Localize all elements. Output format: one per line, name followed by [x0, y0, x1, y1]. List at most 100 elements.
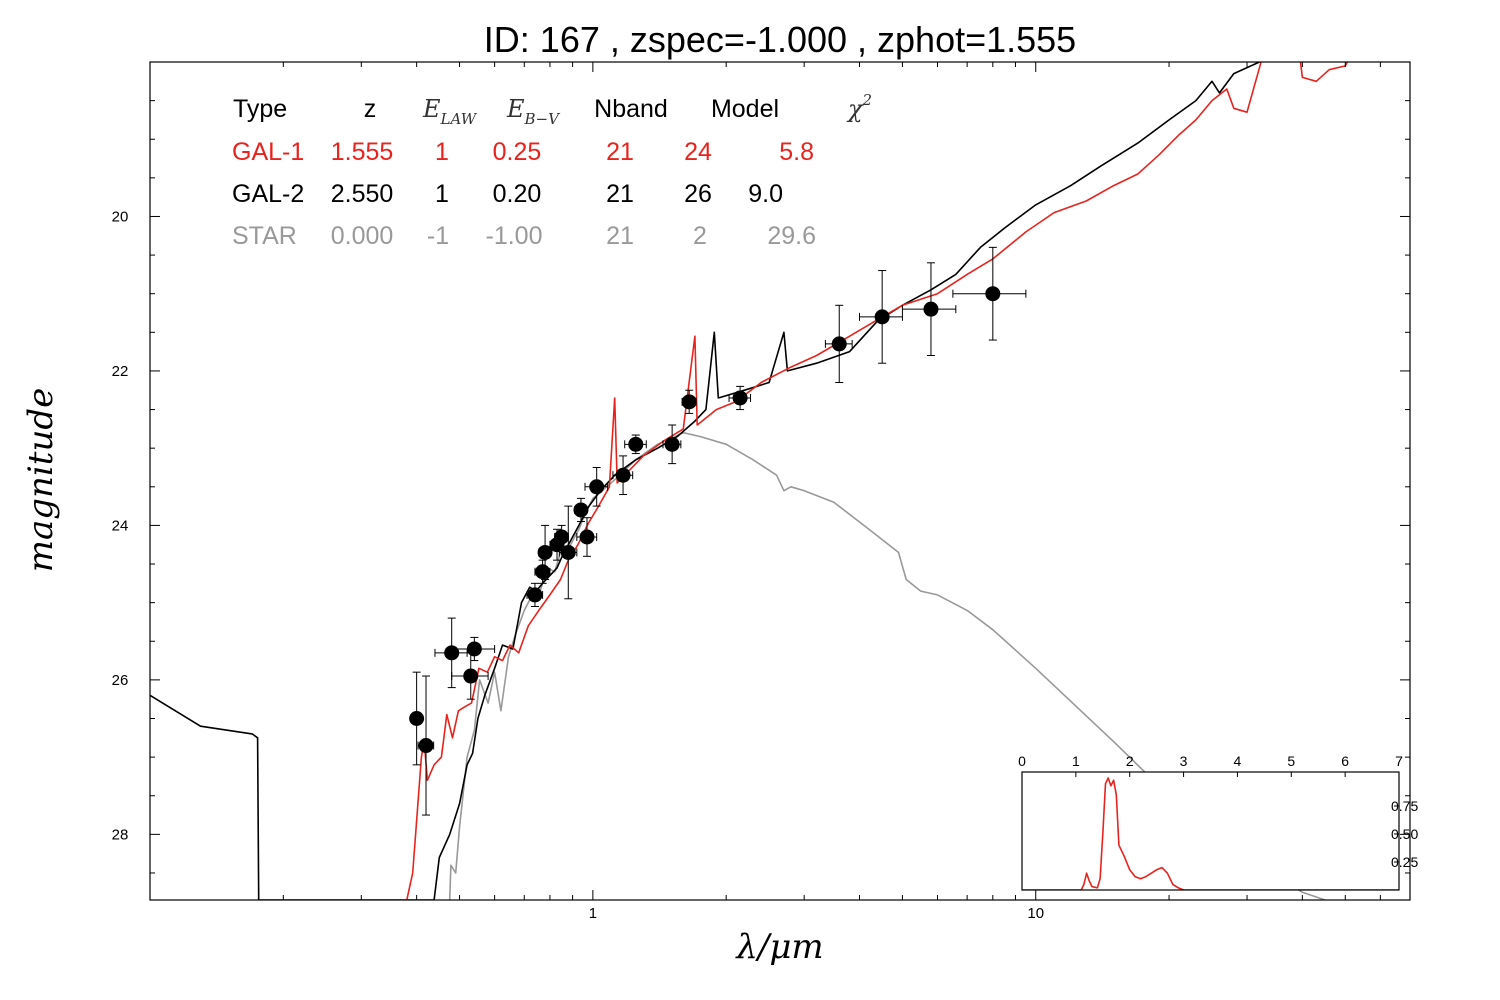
legend-row-star-nband: 21	[606, 222, 634, 250]
legend-header-elaw-main: E	[422, 95, 441, 123]
photometry-point-11	[558, 505, 578, 600]
y-tick-label: 20	[112, 208, 129, 225]
gal2-model-line	[150, 62, 1261, 900]
legend-row-gal1-nband: 21	[606, 138, 634, 166]
y-tick-label: 28	[112, 826, 129, 843]
inset-x-tick-label: 7	[1395, 753, 1403, 769]
photometry-point-13	[576, 517, 598, 557]
photometry-point-12	[573, 497, 589, 523]
inset-ticks: 0 1 2 3 4 5 6 7 0.25 0.50 0.75	[1018, 753, 1418, 870]
inset-x-tick-label: 1	[1072, 753, 1080, 769]
photometry-point-6	[526, 582, 544, 608]
photometry-marker	[527, 587, 543, 603]
photometry-marker	[732, 390, 748, 406]
chart-title: ID: 167 , zspec=-1.000 , zphot=1.555	[484, 19, 1076, 60]
photometry-marker	[560, 544, 576, 560]
legend-row-gal1-ebv: 0.25	[493, 138, 542, 166]
photometry-point-23	[952, 246, 1027, 341]
legend-row-gal2-type: GAL-2	[232, 180, 304, 208]
inset-x-tick-label: 5	[1287, 753, 1295, 769]
photometry-point-16	[624, 434, 647, 455]
photometry-point-18	[681, 389, 697, 414]
inset-y-tick-label: 0.25	[1391, 854, 1418, 870]
photometry-marker	[664, 436, 680, 452]
model-spectra	[150, 62, 1349, 900]
photometry-point-20	[824, 304, 853, 384]
legend-header-elaw: ELAW	[422, 95, 478, 128]
photometry-points	[409, 246, 1027, 816]
inset-y-tick-label: 0.50	[1391, 826, 1418, 842]
plot-frame	[149, 61, 1411, 901]
photometry-marker	[537, 544, 553, 560]
photometry-marker	[535, 564, 551, 580]
legend-row-gal1-elaw: 1	[435, 138, 449, 166]
photometry-point-14	[584, 466, 609, 507]
legend-row-gal1-model: 24	[684, 138, 712, 166]
redshift-pdf-inset: 0 1 2 3 4 5 6 7 0.25 0.50 0.75	[1018, 753, 1418, 891]
legend-header-chi2-main: χ	[846, 95, 864, 123]
inset-x-tick-label: 0	[1018, 753, 1026, 769]
y-tick-label: 24	[112, 517, 129, 534]
photometry-marker	[409, 710, 425, 726]
photometry-point-2	[417, 675, 435, 816]
photometry-marker	[681, 394, 697, 410]
photometry-marker	[573, 502, 589, 518]
photometry-marker	[874, 309, 890, 325]
inset-pdf-curve	[1022, 777, 1399, 890]
photometry-marker	[554, 529, 570, 545]
pdz-line	[1022, 777, 1399, 890]
y-tick-label: 26	[112, 672, 129, 689]
legend-header-nband: Nband	[594, 95, 668, 123]
photometry-point-17	[662, 424, 682, 465]
photometry-marker	[923, 301, 939, 317]
legend-row-star-chi2: 29.6	[767, 222, 816, 250]
inset-x-tick-label: 2	[1126, 753, 1134, 769]
legend-row-gal2-model: 26	[684, 180, 712, 208]
legend-row-gal1-chi2: 5.8	[779, 138, 814, 166]
legend-row-star-type: STAR	[232, 222, 297, 250]
x-tick-label: 10	[1027, 905, 1044, 922]
photometry-point-22	[901, 262, 957, 356]
photometry-point-15	[612, 455, 634, 496]
x-tick-label: 1	[589, 905, 597, 922]
gal1-model-line	[406, 62, 1349, 900]
legend-header-z: z	[364, 95, 377, 123]
inset-background	[1022, 772, 1399, 890]
legend-row-gal2-nband: 21	[606, 180, 634, 208]
inset-x-tick-label: 6	[1341, 753, 1349, 769]
photometry-point-4	[451, 652, 489, 700]
photometry-marker	[466, 641, 482, 657]
photometry-marker	[628, 436, 644, 452]
photometry-point-3	[434, 617, 468, 689]
photometry-point-19	[728, 385, 752, 411]
inset-y-tick-label: 0.75	[1391, 798, 1418, 814]
y-tick-label: 22	[112, 363, 129, 380]
photometry-marker	[985, 286, 1001, 302]
photometry-point-21	[858, 270, 903, 364]
legend-row-star-elaw: -1	[427, 222, 449, 250]
y-axis-label: magnitude	[21, 388, 61, 573]
inset-x-tick-label: 4	[1234, 753, 1242, 769]
inset-frame	[1021, 771, 1400, 891]
legend-header-type: Type	[233, 95, 287, 123]
photometry-point-1	[409, 671, 425, 766]
photometry-marker	[579, 529, 595, 545]
legend-row-gal1-z: 1.555	[331, 138, 394, 166]
legend-header-elaw-sub: LAW	[440, 110, 478, 128]
legend-table: Type z ELAW EB−V Nband Model χ2 GAL-1 1.…	[232, 91, 872, 250]
legend-row-star-model: 2	[693, 222, 707, 250]
legend-header-ebv-main: E	[506, 95, 525, 123]
legend-header-ebv: EB−V	[506, 95, 561, 128]
photometry-marker	[463, 668, 479, 684]
x-axis-label: λ/μm	[734, 927, 823, 967]
legend-header-chi2: χ2	[846, 91, 872, 123]
legend-header-ebv-sub: B−V	[524, 110, 562, 128]
photometry-marker	[831, 336, 847, 352]
legend-row-gal2-ebv: 0.20	[493, 180, 542, 208]
legend-row-star-ebv: -1.00	[486, 222, 543, 250]
legend-row-gal2-chi2: 9.0	[748, 180, 783, 208]
inset-x-tick-label: 3	[1180, 753, 1188, 769]
photometry-point-5	[451, 636, 496, 662]
